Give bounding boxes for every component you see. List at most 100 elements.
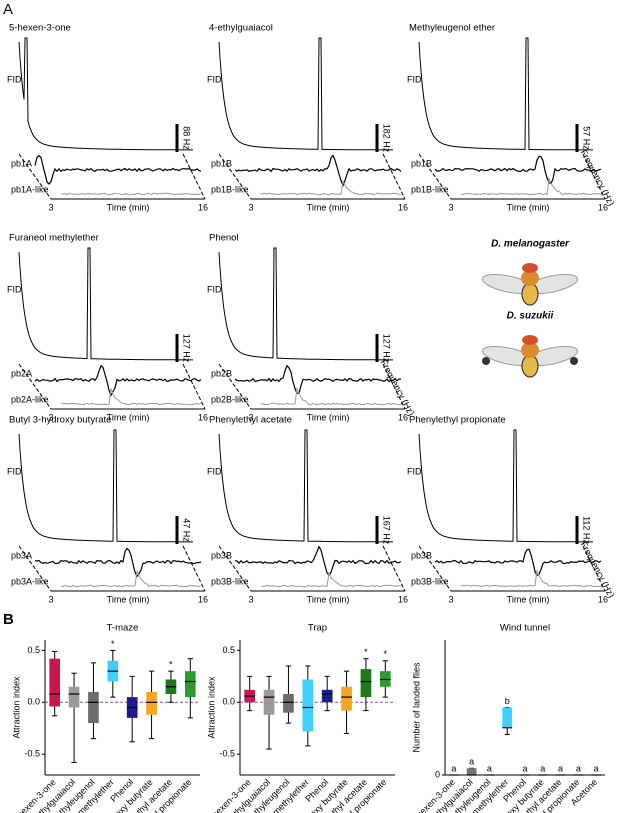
neuron-trace: [434, 155, 602, 185]
zoom-line: [418, 545, 452, 592]
fid-trace: [218, 247, 393, 361]
zoom-line: [182, 153, 206, 200]
chart-title: Trap: [308, 623, 327, 634]
fid-trace: [18, 429, 193, 543]
x-start: 3: [248, 412, 253, 422]
scale-label: 57 Hz: [582, 126, 592, 150]
fid-label: FID: [407, 466, 422, 476]
scale-label: 182 Hz: [382, 124, 392, 153]
box: [502, 707, 513, 728]
x-start: 3: [248, 594, 253, 604]
annotation: a: [451, 763, 456, 773]
subpanel-title: Phenylethyl acetate: [209, 415, 292, 426]
neuron-trace: [234, 154, 402, 187]
neuron-like-label: pb3A-like: [11, 576, 49, 586]
fid-trace: [218, 429, 393, 543]
neuron-trace: [434, 548, 602, 577]
zoom-line: [218, 363, 252, 410]
x-start: 3: [48, 202, 53, 212]
x-label: Time (min): [107, 202, 150, 212]
zoom-line: [582, 153, 606, 200]
box: [283, 694, 294, 713]
box: [360, 669, 372, 698]
x-label: Time (min): [107, 412, 150, 422]
neuron-like-trace: [260, 570, 401, 588]
fid-trace: [18, 37, 193, 151]
scale-label: 112 Hz: [582, 516, 592, 544]
subpanel-title: 5-hexen-3-one: [9, 23, 71, 34]
neuron-label: pb3B: [411, 550, 432, 560]
annotation: *: [169, 660, 173, 670]
x-label: Time (min): [307, 202, 350, 212]
box: [88, 691, 99, 724]
fid-label: FID: [7, 74, 22, 84]
neuron-like-trace: [460, 568, 602, 588]
box: [302, 679, 314, 732]
zoom-line: [18, 363, 52, 410]
panel-label: A: [3, 1, 13, 18]
x-label: Time (min): [107, 594, 150, 604]
annotation: a: [522, 763, 527, 773]
annotation: *: [364, 647, 368, 657]
x-start: 3: [248, 202, 253, 212]
neuron-like-label: pb3B-like: [211, 576, 249, 586]
fid-label: FID: [207, 284, 222, 294]
annotation: a: [594, 763, 599, 773]
neuron-like-label: pb2A-like: [11, 394, 49, 404]
y-tick-label: 0.5: [27, 645, 40, 655]
y-axis-label: Attraction index: [11, 676, 21, 739]
x-end: 16: [398, 594, 408, 604]
fly-label: D. melanogaster: [491, 239, 570, 250]
fly-head: [522, 263, 538, 273]
fly-label: D. suzukii: [507, 311, 554, 322]
fid-trace: [418, 37, 593, 151]
zoom-line: [218, 545, 252, 592]
neuron-label: pb2B: [211, 368, 232, 378]
subpanel-title: Phenol: [209, 233, 239, 244]
x-start: 3: [448, 202, 453, 212]
fly-abdomen: [521, 282, 539, 306]
chart-title: Wind tunnel: [500, 623, 550, 634]
x-label: Time (min): [307, 594, 350, 604]
zoom-line: [382, 153, 406, 200]
neuron-trace: [234, 364, 402, 394]
scale-label: 167 Hz: [382, 516, 392, 545]
zoom-line: [182, 363, 206, 410]
fid-trace: [18, 247, 193, 361]
x-end: 16: [598, 594, 608, 604]
box: [321, 689, 333, 703]
neuron-label: pb1B: [411, 158, 432, 168]
neuron-trace: [34, 155, 202, 185]
neuron-like-trace: [260, 179, 402, 196]
y-tick-label: -0.5: [24, 749, 40, 759]
zoom-line: [382, 545, 406, 592]
x-end: 16: [198, 202, 208, 212]
neuron-label: pb3A: [11, 550, 32, 560]
neuron-trace: [234, 545, 402, 577]
fly-thorax: [521, 270, 539, 286]
y-tick-label: 0.5: [222, 645, 235, 655]
neuron-like-trace: [260, 386, 402, 406]
y-tick-label: 0.0: [222, 697, 235, 707]
neuron-like-trace: [460, 176, 602, 196]
annotation: a: [469, 757, 474, 767]
box: [341, 686, 352, 711]
fid-trace: [418, 429, 593, 543]
neuron-label: pb1A: [11, 158, 32, 168]
subpanel-title: Methyleugenol ether: [409, 23, 495, 34]
annotation: a: [558, 763, 563, 773]
y-tick-label: -0.5: [219, 749, 235, 759]
subpanel-title: Furaneol methylether: [9, 233, 99, 244]
neuron-like-label: pb3B-like: [411, 576, 449, 586]
x-end: 16: [398, 202, 408, 212]
neuron-label: pb2A: [11, 368, 32, 378]
neuron-like-trace: [60, 388, 202, 406]
box: [184, 671, 196, 698]
subpanel-title: Phenylethyl propionate: [409, 415, 506, 426]
wing-spot: [482, 357, 490, 365]
annotation: *: [384, 649, 388, 659]
fid-label: FID: [207, 466, 222, 476]
zoom-line: [182, 545, 206, 592]
fid-label: FID: [7, 466, 22, 476]
